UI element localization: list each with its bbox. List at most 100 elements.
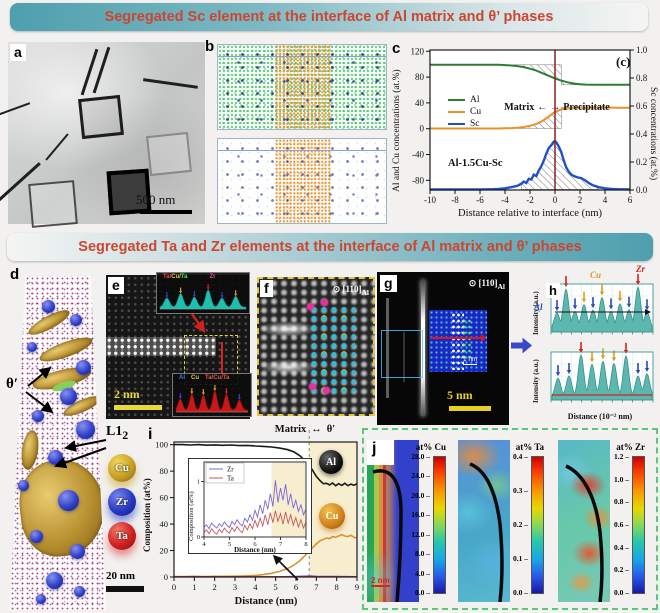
linescan-arrow: [431, 334, 486, 342]
colorbar-title-zr: at% Zr: [616, 442, 645, 452]
interface-curve: [565, 464, 604, 602]
e-top-inset-label: Ta/Cu/Ta: [163, 274, 188, 280]
svg-text:80: 80: [160, 466, 169, 476]
d-annotation-arrows: [25, 366, 107, 469]
tem-line: [45, 133, 69, 161]
svg-text:0.4: 0.4: [636, 129, 648, 139]
svg-text:6: 6: [294, 582, 298, 592]
theta-prime-edge-on: [421, 280, 425, 416]
colorbar-tick: 0.0: [415, 588, 430, 597]
panel-j-heatmaps: j 2 nm at% Cu at% Ta at% Zr 28.0 24.0 20.0…: [362, 428, 658, 610]
colorbar-tick: 24.0: [411, 471, 430, 480]
svg-text:0.6: 0.6: [636, 101, 648, 111]
tem-precipitate-square: [78, 94, 124, 140]
zr-atom-marker: [309, 383, 316, 390]
svg-text:5: 5: [228, 541, 231, 548]
interface-curve: [469, 462, 504, 602]
colorbar-tick: 0.2: [614, 565, 629, 574]
colorbar-ticks-ta: 0.4 0.3 0.2 0.1 0.0: [504, 452, 528, 597]
h-top-profile: [550, 274, 654, 335]
tem-precipitate-square: [146, 131, 192, 177]
c-corner-label: (c): [616, 54, 631, 69]
panel-j-label: j: [367, 440, 394, 465]
svg-text:100: 100: [155, 440, 168, 450]
svg-text:4: 4: [202, 541, 206, 548]
svg-text:7: 7: [279, 541, 283, 548]
panel-d-apt-reconstruction: d θ′ L12 Cu Zr Ta 20 nm: [4, 264, 146, 613]
i-inset-ylabel: Composition (at%): [188, 491, 195, 541]
svg-text:60: 60: [160, 493, 169, 503]
legend-sphere-ta: Ta: [108, 522, 136, 550]
colorbar-tick: 0.3: [513, 486, 528, 495]
svg-text:1.0: 1.0: [636, 45, 648, 55]
box-edge: [218, 150, 386, 151]
colorbar-tick: 20.0: [411, 491, 430, 500]
svg-text:8: 8: [335, 582, 339, 592]
zr-atom-marker: [307, 303, 314, 310]
colorbar-cu: [433, 456, 446, 594]
l12-particle: [70, 314, 82, 326]
red-arrow-icon: [191, 313, 206, 333]
apt-box-all-elements: [217, 44, 387, 130]
colorbar-tick: 1.2: [614, 452, 629, 461]
panel-a-tem-image: a 500 nm: [0, 42, 205, 228]
bright-lattice-row: [259, 321, 317, 337]
colorbar-tick: 0.4: [513, 452, 528, 461]
colorbar-tick: 0.8: [614, 497, 629, 506]
colorbar-tick: 4.0: [415, 569, 430, 578]
c-legend-item: Sc: [448, 118, 481, 130]
scalebar-label: 500 nm: [136, 192, 176, 207]
i-xlabel: Distance (nm): [234, 596, 298, 607]
svg-text:-4: -4: [501, 195, 509, 205]
svg-text:2: 2: [213, 582, 217, 592]
svg-text:Zr: Zr: [227, 466, 234, 474]
scalebar: [449, 406, 491, 411]
e-bottom-profile: [175, 385, 249, 413]
colorbar-tick: 12.0: [411, 530, 430, 539]
solute-columns: [462, 318, 471, 362]
interface-curve: [372, 469, 403, 602]
l12-particle: [76, 360, 91, 375]
e-bottom-inset-labels: Al Cu Ta/Cu/Ta: [179, 375, 230, 381]
al-sphere-icon: Al: [319, 450, 343, 474]
svg-text:120: 120: [411, 46, 425, 56]
theta-prime-label: θ′: [6, 376, 19, 392]
legend-sphere-zr: Zr: [108, 488, 136, 516]
h-ylabel: Intensity (a.u.): [532, 359, 540, 403]
panel-i-label: i: [148, 426, 153, 443]
double-arrow-icon: ↔: [311, 424, 322, 435]
scalebar-label: 2 nm: [371, 576, 390, 587]
bright-lattice-row: [259, 359, 317, 375]
svg-text:40: 40: [160, 519, 169, 529]
svg-text:0: 0: [553, 195, 558, 205]
zr-atom-marker: [323, 387, 330, 394]
l12-particle: [70, 544, 85, 559]
scalebar: [114, 405, 162, 410]
precipitate-label: Precipitate: [563, 102, 610, 113]
colorbar-zr: [632, 456, 645, 594]
svg-text:6: 6: [628, 195, 633, 205]
c-legend-item: Cu: [448, 106, 481, 118]
g-atomic-inset: 1 nm: [429, 310, 487, 372]
c-legend-item: Al: [448, 94, 481, 106]
panel-g-darkfield-image: 1 nm g ⊙ [110]Al 5 nm: [377, 272, 509, 425]
panel-a-label: a: [10, 44, 26, 61]
colorbar-tick: 0.0: [614, 588, 629, 597]
zone-axis-label: ⊙ [110]Al: [332, 284, 369, 297]
l12-particle: [76, 420, 95, 439]
svg-text:-6: -6: [476, 195, 484, 205]
inset-pointer-arrow: [272, 554, 299, 581]
h-xlabel: Distance (10⁻² nm): [567, 412, 633, 421]
colorbar-tick: 0.4: [614, 543, 629, 552]
arrow-left-icon: ←: [537, 102, 548, 113]
colorbar-tick: 0.0: [513, 588, 528, 597]
panel-f-label: f: [260, 280, 273, 297]
zone-axis-label: ⊙ [110]Al: [468, 278, 505, 291]
colorbar-ticks-cu: 28.0 24.0 20.0 16.0 12.0 8.0 4.0 0.0: [406, 452, 430, 597]
matrix-label: Matrix: [274, 424, 307, 435]
scalebar-label: 20 nm: [106, 570, 136, 582]
svg-text:0: 0: [197, 534, 200, 541]
theta-prime-lattice-band: [106, 337, 216, 356]
colorbar-title-cu: at% Cu: [415, 442, 446, 452]
